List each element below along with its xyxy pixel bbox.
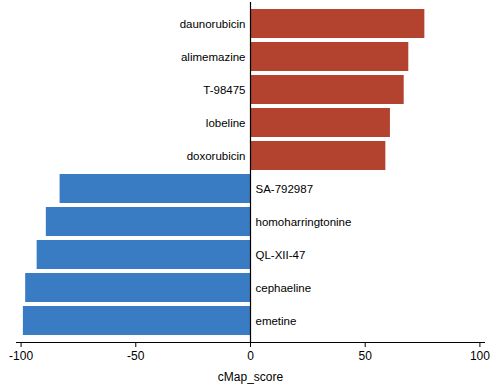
svg-text:-100: -100 xyxy=(9,349,33,363)
svg-text:cephaeline: cephaeline xyxy=(256,282,312,294)
svg-text:SA-792987: SA-792987 xyxy=(256,183,314,195)
svg-text:lobeline: lobeline xyxy=(206,117,246,129)
svg-text:QL-XII-47: QL-XII-47 xyxy=(256,249,306,261)
svg-text:homoharringtonine: homoharringtonine xyxy=(256,216,352,228)
svg-text:0: 0 xyxy=(247,349,254,363)
svg-text:daunorubicin: daunorubicin xyxy=(180,18,246,30)
svg-text:emetine: emetine xyxy=(256,315,297,327)
svg-text:100: 100 xyxy=(470,349,490,363)
svg-text:cMap_score: cMap_score xyxy=(218,370,284,384)
svg-text:alimemazine: alimemazine xyxy=(181,51,246,63)
svg-text:-50: -50 xyxy=(127,349,145,363)
svg-text:T-98475: T-98475 xyxy=(203,84,245,96)
svg-text:50: 50 xyxy=(359,349,373,363)
svg-text:doxorubicin: doxorubicin xyxy=(187,150,246,162)
